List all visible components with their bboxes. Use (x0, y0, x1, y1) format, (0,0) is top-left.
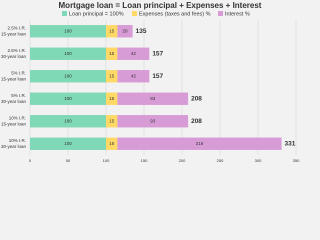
y-tick-label: 30-year loan (1, 99, 27, 104)
total-label: 208 (191, 118, 202, 125)
x-tick-label: 150 (141, 158, 148, 163)
bar-value-label: 100 (64, 96, 72, 101)
y-tick-label: 10% I.R. (9, 115, 26, 120)
bar-segment (30, 92, 106, 105)
total-label: 331 (285, 140, 296, 147)
y-tick-label: 2.5% I.R. (7, 48, 26, 53)
bar-segment (106, 70, 118, 83)
bar-value-label: 100 (64, 118, 72, 123)
bar-segment (117, 115, 189, 128)
y-tick-label: 5% I.R. (11, 70, 26, 75)
bar-segment (30, 115, 106, 128)
bar-segment (30, 25, 106, 38)
bar-segment (117, 25, 133, 38)
x-tick-label: 350 (293, 158, 300, 163)
y-tick-label: 30-year loan (1, 54, 27, 59)
legend-label: Interest % (225, 11, 250, 17)
x-tick-label: 250 (217, 158, 224, 163)
bar-value-label: 93 (150, 118, 156, 123)
x-tick-label: 0 (29, 158, 32, 163)
chart: Mortgage loan = Loan principal + Expense… (0, 1, 301, 164)
total-label: 135 (136, 28, 147, 35)
y-tick-label: 2.5% I.R. (7, 25, 26, 30)
bar-value-label: 20 (122, 28, 128, 33)
bar-value-label: 42 (131, 73, 137, 78)
x-tick-label: 50 (66, 158, 71, 163)
bar-value-label: 15 (109, 51, 115, 56)
bar-value-label: 216 (196, 141, 204, 146)
y-tick-label: 30-year loan (1, 144, 27, 149)
bar-value-label: 100 (64, 73, 72, 78)
total-label: 208 (191, 95, 202, 102)
y-tick-label: 10% I.R. (9, 138, 26, 143)
legend-swatch (62, 11, 67, 16)
legend-label: Expenses (taxes and fees) % (139, 11, 211, 17)
bar-value-label: 15 (109, 73, 115, 78)
chart-title: Mortgage loan = Loan principal + Expense… (59, 1, 262, 10)
bar-segment (106, 47, 118, 60)
bar-value-label: 15 (109, 118, 115, 123)
total-label: 157 (152, 73, 163, 80)
bar-value-label: 100 (64, 141, 72, 146)
bar-value-label: 100 (64, 51, 72, 56)
bar-value-label: 42 (131, 51, 137, 56)
x-tick-label: 200 (179, 158, 186, 163)
bar-segment (106, 115, 118, 128)
bar-value-label: 100 (64, 28, 72, 33)
bar-segment (30, 47, 106, 60)
legend-label: Loan principal = 100% (69, 11, 124, 17)
bar-segment (30, 137, 106, 150)
bar-segment (117, 70, 150, 83)
y-tick-label: 15-year loan (1, 121, 27, 126)
bar-segment (106, 25, 118, 38)
bar-segment (117, 137, 282, 150)
bar-segment (30, 70, 106, 83)
y-tick-label: 5% I.R. (11, 93, 26, 98)
bar-value-label: 15 (109, 141, 115, 146)
legend-swatch (218, 11, 223, 16)
bar-value-label: 15 (109, 96, 115, 101)
x-tick-label: 300 (255, 158, 262, 163)
total-label: 157 (152, 50, 163, 57)
x-tick-label: 100 (103, 158, 110, 163)
bar-value-label: 15 (109, 28, 115, 33)
bar-segment (106, 92, 118, 105)
bar-segment (117, 47, 150, 60)
y-tick-label: 15-year loan (1, 76, 27, 81)
bar-segment (106, 137, 118, 150)
bar-value-label: 93 (150, 96, 156, 101)
y-tick-label: 15-year loan (1, 31, 27, 36)
bar-segment (117, 92, 189, 105)
legend-swatch (132, 11, 137, 16)
